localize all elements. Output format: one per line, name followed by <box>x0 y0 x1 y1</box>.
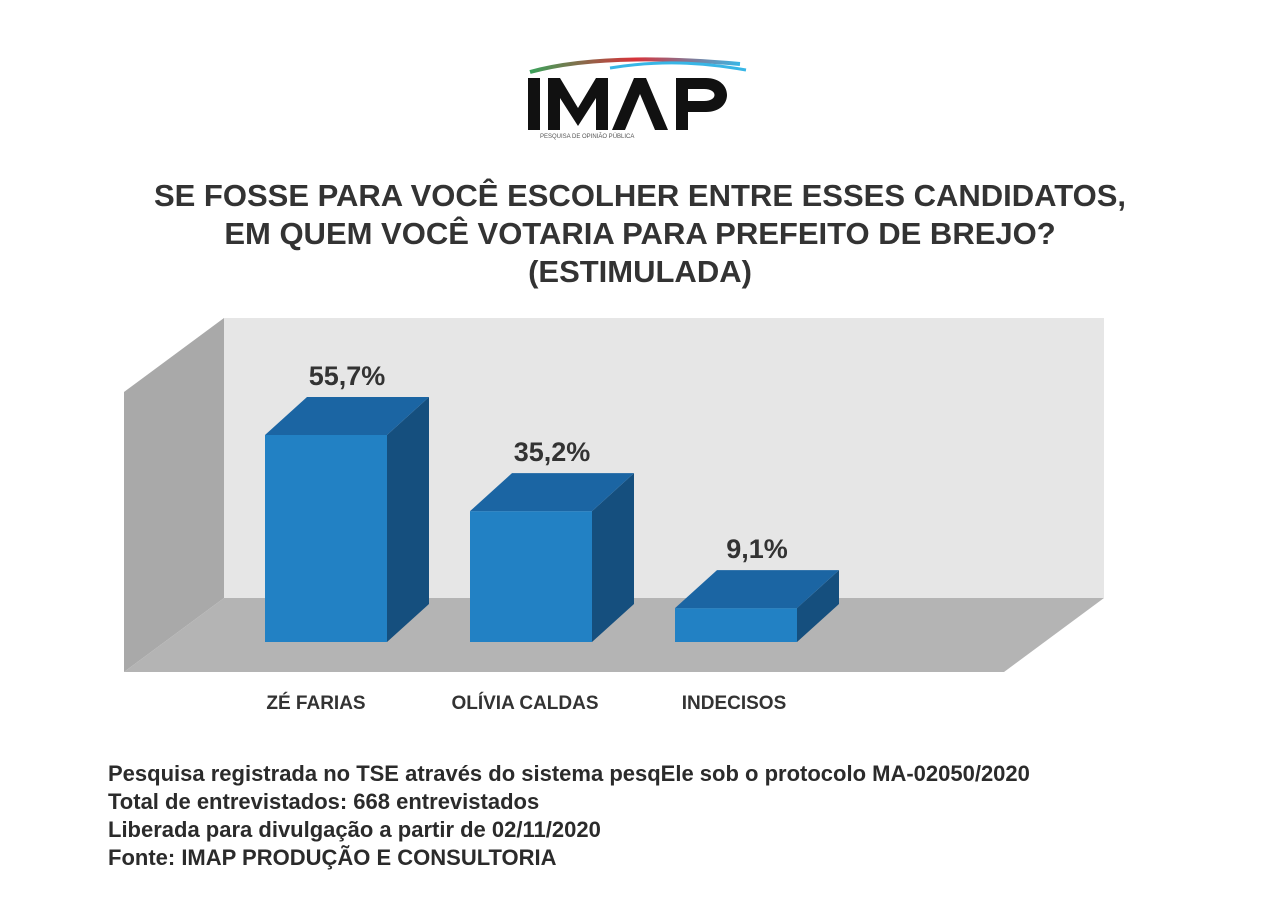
footnote-registration: Pesquisa registrada no TSE através do si… <box>108 761 1030 786</box>
bar-top-1 <box>470 473 634 512</box>
bar-front-2 <box>675 608 797 642</box>
footnote-release-date: Liberada para divulgação a partir de 02/… <box>108 817 601 842</box>
bar-side-1 <box>592 473 634 642</box>
bars-layer <box>265 397 839 642</box>
bar-1 <box>470 473 634 642</box>
chart-back-wall <box>224 318 1104 598</box>
category-label-2: INDECISOS <box>682 693 787 714</box>
bar-top-0 <box>265 397 429 435</box>
labels-layer: 55,7% ZÉ FARIAS 35,2% OLÍVIA CALDAS 9,1% INDE… <box>266 361 787 714</box>
bar-chart: 55,7% ZÉ FARIAS 35,2% OLÍVIA CALDAS 9,1% INDE… <box>0 300 1280 730</box>
bar-side-2 <box>797 570 839 642</box>
chart-side-wall <box>124 318 224 672</box>
data-label-0: 55,7% <box>309 361 386 391</box>
bar-chart-svg: 55,7% ZÉ FARIAS 35,2% OLÍVIA CALDAS 9,1% INDE… <box>124 318 1104 714</box>
chart-title: SE FOSSE PARA VOCÊ ESCOLHER ENTRE ESSES … <box>0 177 1280 291</box>
bar-2 <box>675 570 839 642</box>
bar-0 <box>265 397 429 642</box>
data-label-2: 9,1% <box>726 534 788 564</box>
logo-tagline: PESQUISA DE OPINIÃO PÚBLICA <box>540 133 634 140</box>
bar-top-2 <box>675 570 839 609</box>
bar-side-0 <box>387 397 429 642</box>
category-label-1: OLÍVIA CALDAS <box>451 692 598 714</box>
footnote-source: Fonte: IMAP PRODUÇÃO E CONSULTORIA <box>108 845 557 870</box>
title-line-1: SE FOSSE PARA VOCÊ ESCOLHER ENTRE ESSES … <box>153 178 1127 213</box>
category-label-0: ZÉ FARIAS <box>266 692 365 714</box>
chart-footnotes: Pesquisa registrada no TSE através do si… <box>108 760 1030 872</box>
imap-logo: PESQUISA DE OPINIÃO PÚBLICA <box>500 50 760 142</box>
title-line-2: EM QUEM VOCÊ VOTARIA PARA PREFEITO DE BR… <box>224 216 1056 251</box>
bar-front-1 <box>470 511 592 642</box>
bar-front-0 <box>265 435 387 642</box>
title-line-3: (ESTIMULADA) <box>528 254 752 289</box>
footnote-sample-size: Total de entrevistados: 668 entrevistado… <box>108 789 540 814</box>
data-label-1: 35,2% <box>514 437 591 467</box>
